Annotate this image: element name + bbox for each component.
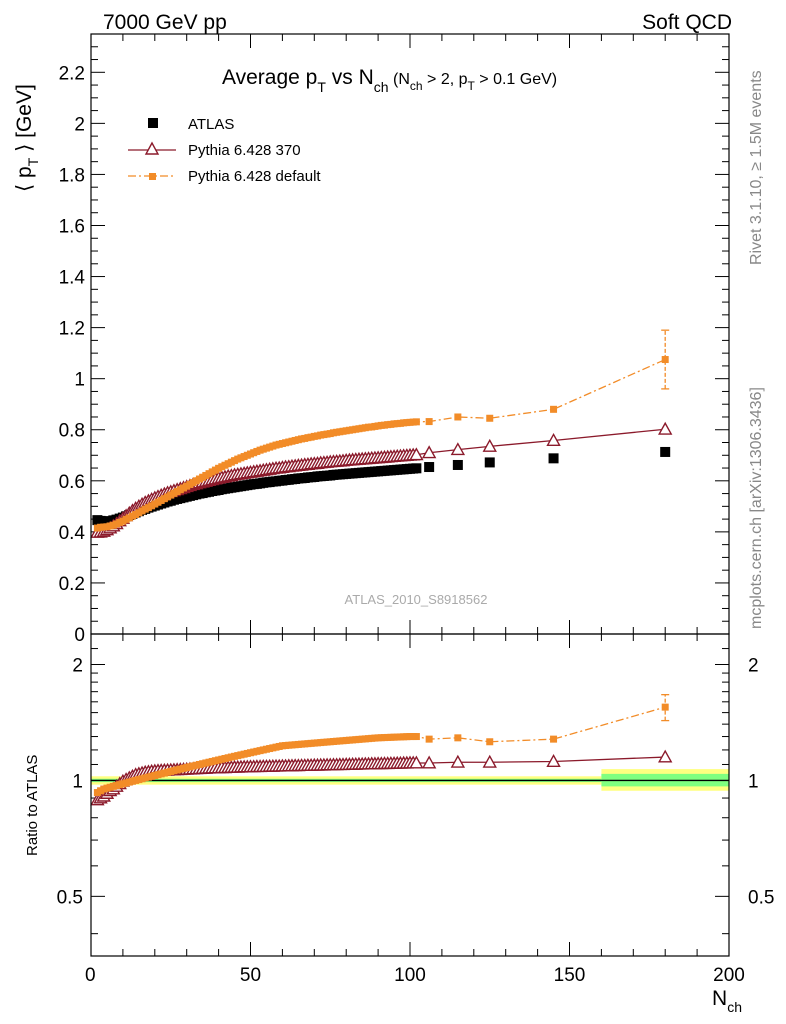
main-y-tick-label: 1.8 (59, 165, 85, 186)
ratio-y-tick-label-right: 0.5 (748, 887, 774, 908)
pythia-370-line (97, 428, 666, 534)
main-y-tick-label: 1.4 (59, 268, 86, 289)
main-y-tick-label: 0.2 (59, 574, 85, 595)
pythia-370-point (450, 442, 466, 456)
ratio-y-tick-label-right: 1 (748, 771, 759, 792)
header-right: Soft QCD (642, 11, 732, 34)
ratio-pythia-370-point (658, 749, 673, 763)
pythia-default-point (425, 418, 433, 426)
ratio-plot-frame (90, 633, 730, 957)
ratio-pythia-default-point (550, 735, 558, 743)
pythia-default-point (550, 405, 558, 413)
header-left: 7000 GeV pp (103, 11, 227, 34)
main-plot-frame (90, 33, 730, 635)
main-y-tick-label: 0.8 (59, 421, 85, 442)
x-axis-title: Nch (712, 987, 742, 1015)
mcplots-reference-label: mcplots.cern.ch [arXiv:1306.3436] (748, 387, 765, 629)
x-tick-label: 150 (554, 965, 586, 986)
ratio-plot-marks (90, 694, 673, 806)
main-axis-ticks: 0 0.2 0.4 0.6 0.8 1 1.2 1.4 1.6 1.8 2 2.2 (59, 33, 730, 646)
pythia-default-point (661, 356, 669, 364)
pythia-370-point (421, 445, 437, 459)
main-y-tick-label: 0.6 (59, 472, 85, 493)
atlas-point (484, 457, 495, 468)
ratio-pythia-default-point (412, 733, 420, 741)
pythia-370-point (482, 438, 497, 452)
main-y-tick-label: 1.6 (59, 216, 85, 237)
legend-atlas-label: ATLAS (188, 116, 234, 133)
ratio-pythia-370-point (450, 754, 466, 768)
atlas-point (452, 459, 463, 470)
ratio-pythia-default-point (486, 738, 494, 746)
y-axis-title: ⟨ pT ⟩ [GeV] (13, 84, 41, 192)
main-y-tick-label: 1.2 (59, 319, 85, 340)
atlas-point (424, 462, 435, 473)
rivet-version-label: Rivet 3.1.10, ≥ 1.5M events (748, 70, 765, 265)
analysis-watermark: ATLAS_2010_S8918562 (345, 592, 488, 607)
ratio-y-tick-label: 2 (72, 655, 83, 676)
main-y-tick-label: 2.2 (59, 63, 85, 84)
legend-pythia-370-marker (144, 141, 160, 155)
legend: ATLAS Pythia 6.428 370 Pythia 6.428 defa… (128, 116, 321, 185)
main-y-tick-label: 0.4 (59, 523, 86, 544)
x-tick-label: 50 (240, 965, 261, 986)
atlas-point (548, 453, 559, 464)
ratio-pythia-370-point (421, 755, 437, 769)
ratio-pythia-default-point (661, 703, 669, 711)
ratio-pythia-370-point (409, 755, 424, 769)
pythia-default-point (486, 414, 494, 422)
ratio-y-tick-label: 1 (72, 771, 83, 792)
main-plot-marks (90, 329, 673, 538)
pythia-370-point (546, 433, 561, 446)
ratio-y-axis-title: Ratio to ATLAS (24, 755, 41, 856)
ratio-y-tick-label-right: 2 (748, 655, 759, 676)
ratio-pythia-370-point (482, 754, 497, 768)
main-y-tick-label: 1 (74, 370, 85, 391)
pythia-default-point (454, 413, 462, 421)
main-y-tick-label: 0 (74, 625, 85, 646)
pythia-370-point (658, 421, 673, 435)
ratio-pythia-370-point (546, 754, 561, 767)
atlas-point (411, 463, 422, 474)
x-tick-label: 100 (394, 965, 426, 986)
ratio-pythia-default-point (454, 734, 462, 742)
x-tick-label: 0 (85, 965, 96, 986)
main-title: Average pT vs Nch (Nch > 2, pT > 0.1 GeV… (222, 66, 557, 95)
atlas-point (660, 446, 671, 457)
main-y-tick-label: 2 (74, 114, 85, 135)
pythia-default-point (412, 418, 420, 426)
legend-atlas-marker (148, 118, 158, 128)
legend-pythia-default-marker (149, 173, 156, 180)
ratio-y-tick-label: 0.5 (57, 887, 83, 908)
ratio-axis-ticks: 0.5 0.5 1 1 2 2 0 50 100 150 200 (57, 634, 774, 986)
ratio-pythia-default-point (425, 735, 433, 743)
pythia-370-point (409, 447, 424, 461)
x-tick-label: 200 (713, 965, 745, 986)
legend-pythia-370-label: Pythia 6.428 370 (188, 142, 301, 159)
legend-pythia-default-label: Pythia 6.428 default (188, 168, 321, 185)
